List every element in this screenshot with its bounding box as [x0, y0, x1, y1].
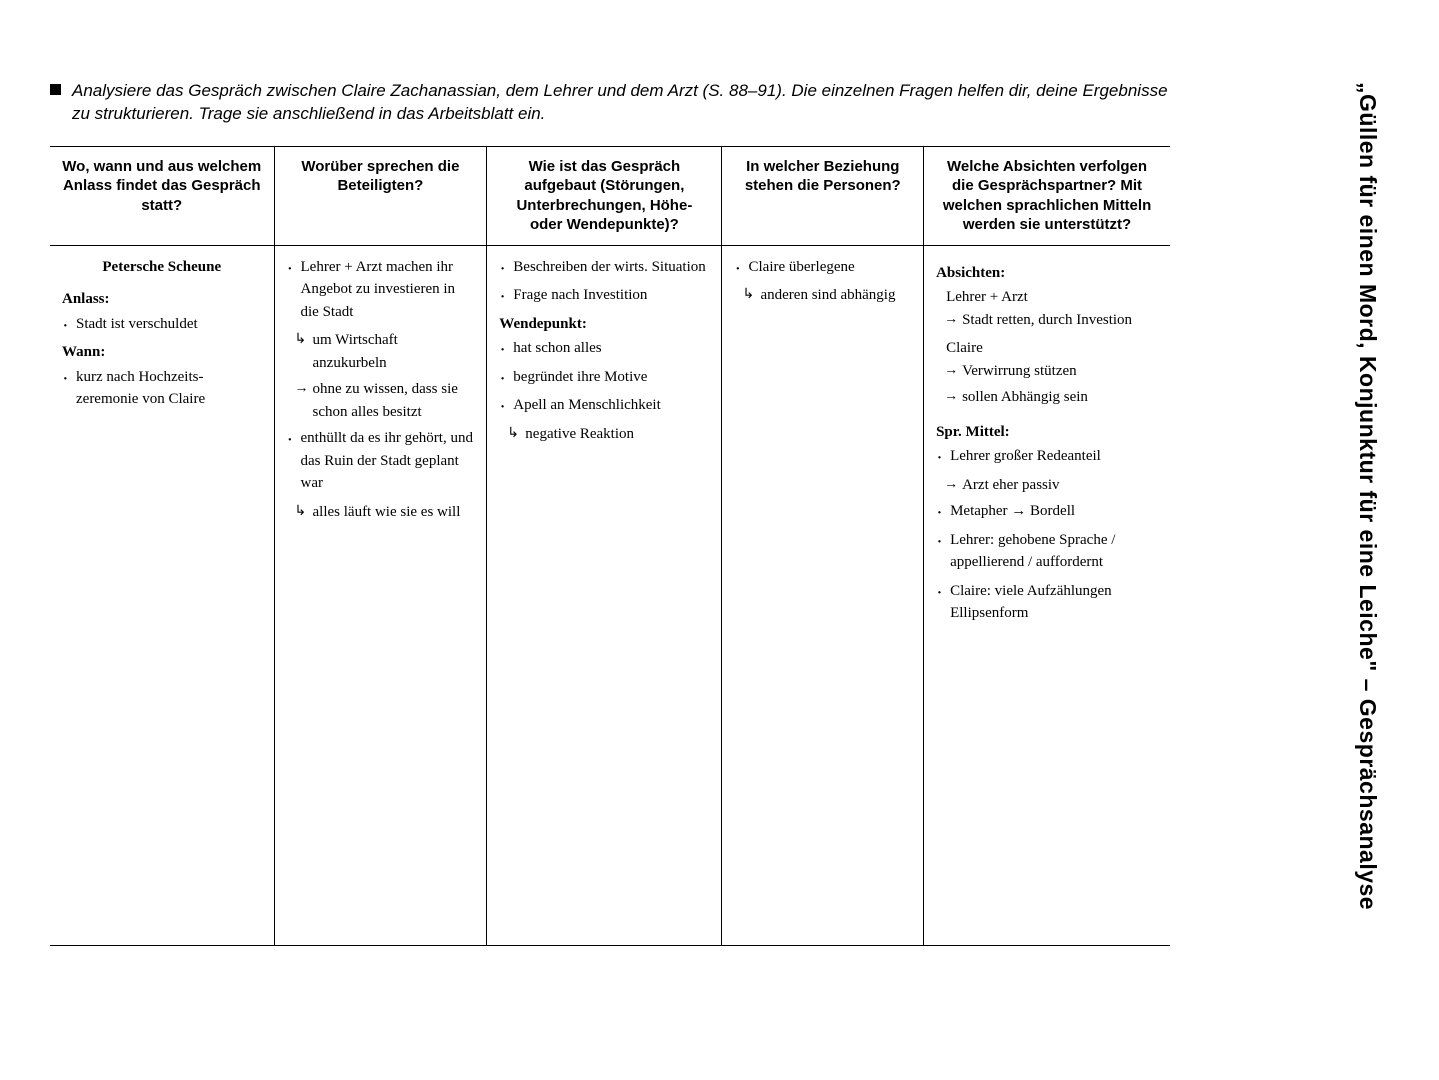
- topic-item: enthüllt da es ihr gehört, und das Ruin …: [287, 427, 475, 495]
- struct-item: Apell an Menschlichkeit: [499, 394, 709, 417]
- anlass-item: Stadt ist verschuldet: [62, 313, 262, 336]
- table-row: Petersche Scheune Anlass: Stadt ist vers…: [50, 245, 1170, 945]
- wann-line2: zeremonie von Claire: [76, 391, 205, 407]
- sprmittel-heading: Spr. Mittel:: [936, 421, 1158, 444]
- topic-arrow: ohne zu wissen, dass sie schon alles bes…: [287, 378, 475, 423]
- wann-line1: kurz nach Hochzeits-: [76, 369, 203, 385]
- place-line: Petersche Scheune: [62, 256, 262, 279]
- mittel-item: Metapher → Bordell: [936, 500, 1158, 523]
- absichten-heading: Absichten:: [936, 262, 1158, 285]
- mittel-item: Lehrer großer Redeanteil: [936, 445, 1158, 468]
- struct-item: hat schon alles: [499, 337, 709, 360]
- wendepunkt-heading: Wendepunkt:: [499, 313, 709, 336]
- struct-sub: negative Reaktion: [499, 423, 709, 446]
- cell-intent: Absichten: Lehrer + Arzt Stadt retten, d…: [924, 245, 1170, 945]
- wann-heading: Wann:: [62, 341, 262, 364]
- col-header: In welcher Beziehung stehen die Personen…: [722, 146, 924, 245]
- bullet-square-icon: [50, 84, 61, 95]
- absicht-arrow: Verwirrung stützen: [936, 360, 1158, 383]
- topic-item: Lehrer + Arzt machen ihr Angebot zu inve…: [287, 256, 475, 324]
- prompt-text: Analysiere das Gespräch zwischen Claire …: [72, 81, 1168, 123]
- col-header: Worüber sprechen die Beteiligten?: [274, 146, 487, 245]
- page-title-vertical: „Güllen für einen Mord, Konjunktur für e…: [1351, 82, 1381, 982]
- topic-sub: alles läuft wie sie es will: [287, 501, 475, 524]
- task-prompt: Analysiere das Gespräch zwischen Claire …: [50, 80, 1170, 126]
- cell-topic: Lehrer + Arzt machen ihr Angebot zu inve…: [274, 245, 487, 945]
- topic-sub: um Wirtschaft anzukurbeln: [287, 329, 475, 374]
- mittel-arrow: Arzt eher passiv: [936, 474, 1158, 497]
- mittel-item: Lehrer: gehobene Sprache / appellierend …: [936, 529, 1158, 574]
- anlass-heading: Anlass:: [62, 288, 262, 311]
- mittel-item: Claire: viele Aufzählungen Ellipsenform: [936, 580, 1158, 625]
- table-header-row: Wo, wann und aus welchem Anlass findet d…: [50, 146, 1170, 245]
- party-lehrer-arzt: Lehrer + Arzt: [936, 286, 1158, 309]
- cell-where-when: Petersche Scheune Anlass: Stadt ist vers…: [50, 245, 274, 945]
- cell-structure: Beschreiben der wirts. Situation Frage n…: [487, 245, 722, 945]
- rel-sub: anderen sind abhängig: [734, 284, 911, 307]
- analysis-table: Wo, wann und aus welchem Anlass findet d…: [50, 146, 1170, 946]
- absicht-arrow: Stadt retten, durch Investion: [936, 309, 1158, 332]
- col-header: Welche Absichten verfolgen die Gesprächs…: [924, 146, 1170, 245]
- cell-relationship: Claire überlegene anderen sind abhängig: [722, 245, 924, 945]
- struct-item: Frage nach Investition: [499, 284, 709, 307]
- col-header: Wie ist das Gespräch aufgebaut (Störunge…: [487, 146, 722, 245]
- struct-item: begründet ihre Motive: [499, 366, 709, 389]
- absicht-arrow: sollen Abhängig sein: [936, 386, 1158, 409]
- wann-item: kurz nach Hochzeits- zeremonie von Clair…: [62, 366, 262, 411]
- rel-item: Claire überlegene: [734, 256, 911, 279]
- party-claire: Claire: [936, 337, 1158, 360]
- struct-item: Beschreiben der wirts. Situation: [499, 256, 709, 279]
- col-header: Wo, wann und aus welchem Anlass findet d…: [50, 146, 274, 245]
